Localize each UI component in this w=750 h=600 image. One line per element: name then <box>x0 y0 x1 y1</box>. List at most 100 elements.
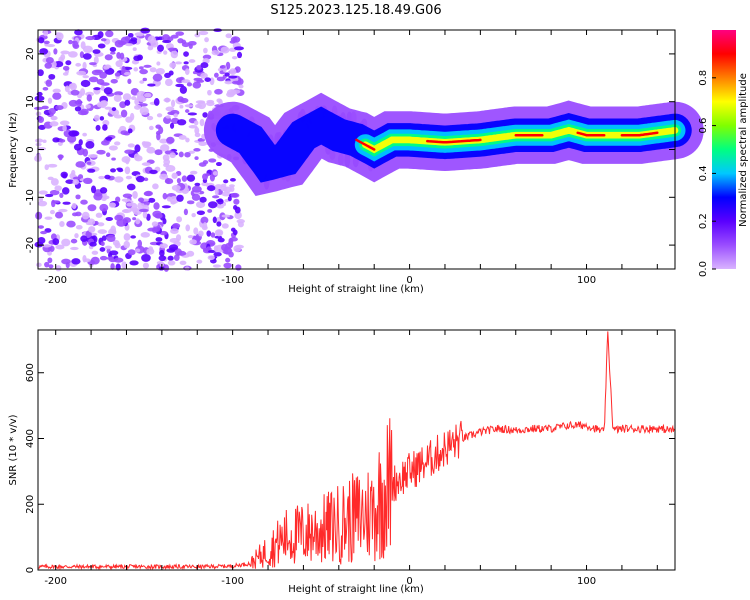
noise-blob <box>143 191 152 197</box>
noise-blob <box>110 225 117 234</box>
noise-blob <box>196 210 205 216</box>
noise-blob <box>162 192 168 200</box>
noise-blob <box>113 114 123 119</box>
noise-blob <box>184 151 191 158</box>
noise-blob <box>181 175 188 182</box>
noise-blob <box>35 211 43 220</box>
spectrogram-xtick-label: 0 <box>406 275 412 286</box>
noise-blob <box>55 105 64 111</box>
noise-blob <box>115 196 121 203</box>
noise-blob <box>159 138 169 144</box>
spectrogram-ytick-label: 10 <box>25 95 36 108</box>
noise-blob <box>229 68 237 75</box>
noise-blob <box>198 30 209 36</box>
noise-blob <box>82 255 87 263</box>
noise-blob <box>121 261 127 269</box>
noise-blob <box>135 218 141 225</box>
noise-blob <box>202 247 209 252</box>
noise-blob <box>98 175 105 180</box>
noise-blob <box>93 87 101 91</box>
noise-blob <box>121 198 131 202</box>
noise-blob <box>60 171 68 178</box>
noise-blob <box>129 112 135 121</box>
noise-blob <box>198 141 207 147</box>
noise-blob <box>114 242 121 249</box>
noise-blob <box>132 190 138 199</box>
noise-blob <box>114 72 121 77</box>
spectrogram-ytick-label: -10 <box>25 189 36 205</box>
noise-blob <box>191 193 201 201</box>
noise-blob <box>237 51 243 59</box>
noise-blob <box>134 32 145 37</box>
noise-blob <box>122 209 129 213</box>
noise-blob <box>195 201 206 209</box>
noise-blob <box>185 137 190 143</box>
noise-blob <box>74 233 79 239</box>
noise-blob <box>58 208 68 213</box>
noise-blob <box>176 119 187 126</box>
noise-blob <box>99 255 108 261</box>
noise-blob <box>144 141 152 147</box>
noise-blob <box>126 202 134 207</box>
noise-blob <box>81 211 90 220</box>
noise-blob <box>133 153 140 161</box>
noise-blob <box>169 122 175 129</box>
noise-blob <box>230 227 236 232</box>
noise-blob <box>159 144 170 152</box>
noise-blob <box>228 251 234 258</box>
noise-blob <box>184 109 190 113</box>
noise-blob <box>223 262 232 269</box>
noise-blob <box>34 95 45 102</box>
noise-blob <box>100 85 105 91</box>
noise-blob <box>130 37 138 42</box>
noise-blob <box>110 51 116 55</box>
noise-blob <box>100 241 105 247</box>
noise-blob <box>111 107 117 112</box>
noise-blob <box>47 163 58 168</box>
noise-blob <box>187 235 194 239</box>
noise-blob <box>183 51 189 57</box>
noise-blob <box>113 257 124 263</box>
noise-blob <box>108 145 118 151</box>
noise-blob <box>89 241 97 247</box>
noise-blob <box>49 121 59 127</box>
noise-blob <box>65 179 75 184</box>
colorbar-label: Normalized spectral amplitude <box>738 73 749 227</box>
noise-blob <box>202 222 208 229</box>
noise-blob <box>85 140 95 149</box>
noise-blob <box>156 61 161 66</box>
noise-blob <box>85 35 96 41</box>
noise-blob <box>163 50 168 55</box>
noise-blob <box>233 46 244 51</box>
noise-blob <box>87 204 97 212</box>
noise-blob <box>82 45 93 54</box>
noise-blob <box>125 175 132 180</box>
noise-blob <box>82 53 92 60</box>
noise-blob <box>212 264 221 268</box>
noise-blob <box>49 209 55 215</box>
noise-blob <box>59 192 64 198</box>
noise-blob <box>95 124 101 131</box>
noise-blob <box>189 170 198 175</box>
noise-blob <box>102 124 108 131</box>
noise-blob <box>105 30 114 38</box>
noise-blob <box>91 185 97 194</box>
noise-blob <box>91 250 99 255</box>
noise-blob <box>173 113 178 118</box>
noise-blob <box>212 171 218 176</box>
noise-blob <box>228 240 234 248</box>
noise-blob <box>206 101 215 107</box>
noise-blob <box>34 106 44 111</box>
noise-blob <box>103 87 113 95</box>
noise-blob <box>204 77 212 82</box>
spectrogram-ytick-label: 0 <box>25 146 36 152</box>
noise-blob <box>134 98 140 106</box>
noise-blob <box>191 185 202 193</box>
noise-blob <box>167 260 176 266</box>
noise-blob <box>75 194 81 200</box>
noise-blob <box>176 177 181 184</box>
noise-blob <box>170 228 179 235</box>
noise-blob <box>217 237 225 243</box>
noise-blob <box>181 42 190 48</box>
